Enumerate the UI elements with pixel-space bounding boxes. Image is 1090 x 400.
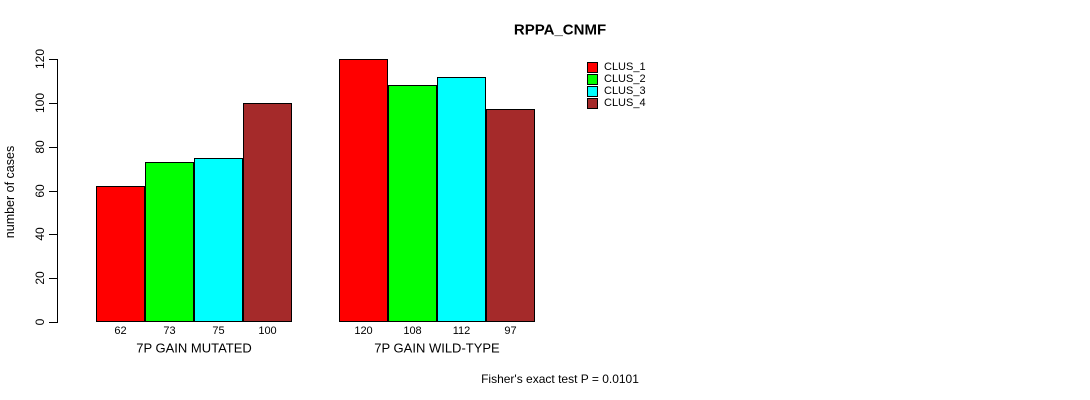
bar-value-label: 108: [403, 325, 422, 337]
x-group-label-wild-type: 7P GAIN WILD-TYPE: [374, 340, 500, 356]
bar-clus_4-group1: [243, 102, 292, 322]
legend: CLUS_1 CLUS_2 CLUS_3 CLUS_4: [587, 61, 646, 109]
legend-item-clus_1: CLUS_1: [587, 61, 646, 73]
y-tick-label: 0: [33, 318, 47, 326]
y-tick-mark: [49, 234, 57, 236]
bar-value-label: 100: [258, 325, 277, 337]
legend-swatch-icon: [587, 73, 598, 85]
bar-clus_1-group2: [339, 59, 388, 322]
y-tick-label: 60: [33, 183, 47, 198]
y-axis-line: [57, 59, 58, 323]
legend-item-clus_3: CLUS_3: [587, 85, 646, 97]
y-tick-label: 120: [33, 48, 47, 70]
bar-value-label: 73: [163, 325, 176, 337]
bar-clus_3-group1: [194, 157, 243, 322]
legend-swatch-icon: [587, 85, 598, 97]
y-tick-mark: [49, 102, 57, 104]
bar-value-label: 120: [354, 325, 373, 337]
bar-clus_4-group2: [486, 109, 535, 322]
y-tick-label: 20: [33, 271, 47, 285]
legend-label: CLUS_2: [604, 73, 646, 85]
y-tick-mark: [49, 190, 57, 192]
legend-item-clus_4: CLUS_4: [587, 97, 646, 109]
legend-item-clus_2: CLUS_2: [587, 73, 646, 85]
y-tick-label: 100: [33, 92, 47, 113]
bar-value-label: 112: [452, 325, 471, 337]
y-tick-mark: [49, 278, 57, 280]
bar-value-label: 62: [114, 325, 127, 337]
legend-swatch-icon: [587, 97, 598, 109]
legend-label: CLUS_4: [604, 97, 646, 109]
y-axis-label: number of cases: [3, 145, 17, 239]
chart-title: RPPA_CNMF: [513, 21, 607, 39]
y-tick-mark: [49, 322, 57, 323]
bar-clus_1-group1: [96, 186, 145, 322]
bar-clus_2-group1: [145, 162, 194, 322]
legend-swatch-icon: [587, 61, 598, 73]
footnote-fisher-test: Fisher's exact test P = 0.0101: [481, 372, 639, 386]
y-tick-mark: [49, 146, 57, 148]
y-tick-label: 40: [33, 227, 47, 242]
legend-label: CLUS_3: [604, 85, 646, 97]
bar-clus_3-group2: [437, 76, 486, 322]
bar-value-label: 75: [212, 325, 225, 337]
y-tick-label: 80: [33, 139, 47, 154]
bar-value-label: 97: [504, 325, 517, 337]
legend-label: CLUS_1: [604, 61, 646, 73]
bar-clus_2-group2: [388, 85, 437, 322]
x-group-label-mutated: 7P GAIN MUTATED: [136, 340, 252, 356]
y-tick-mark: [49, 59, 57, 60]
